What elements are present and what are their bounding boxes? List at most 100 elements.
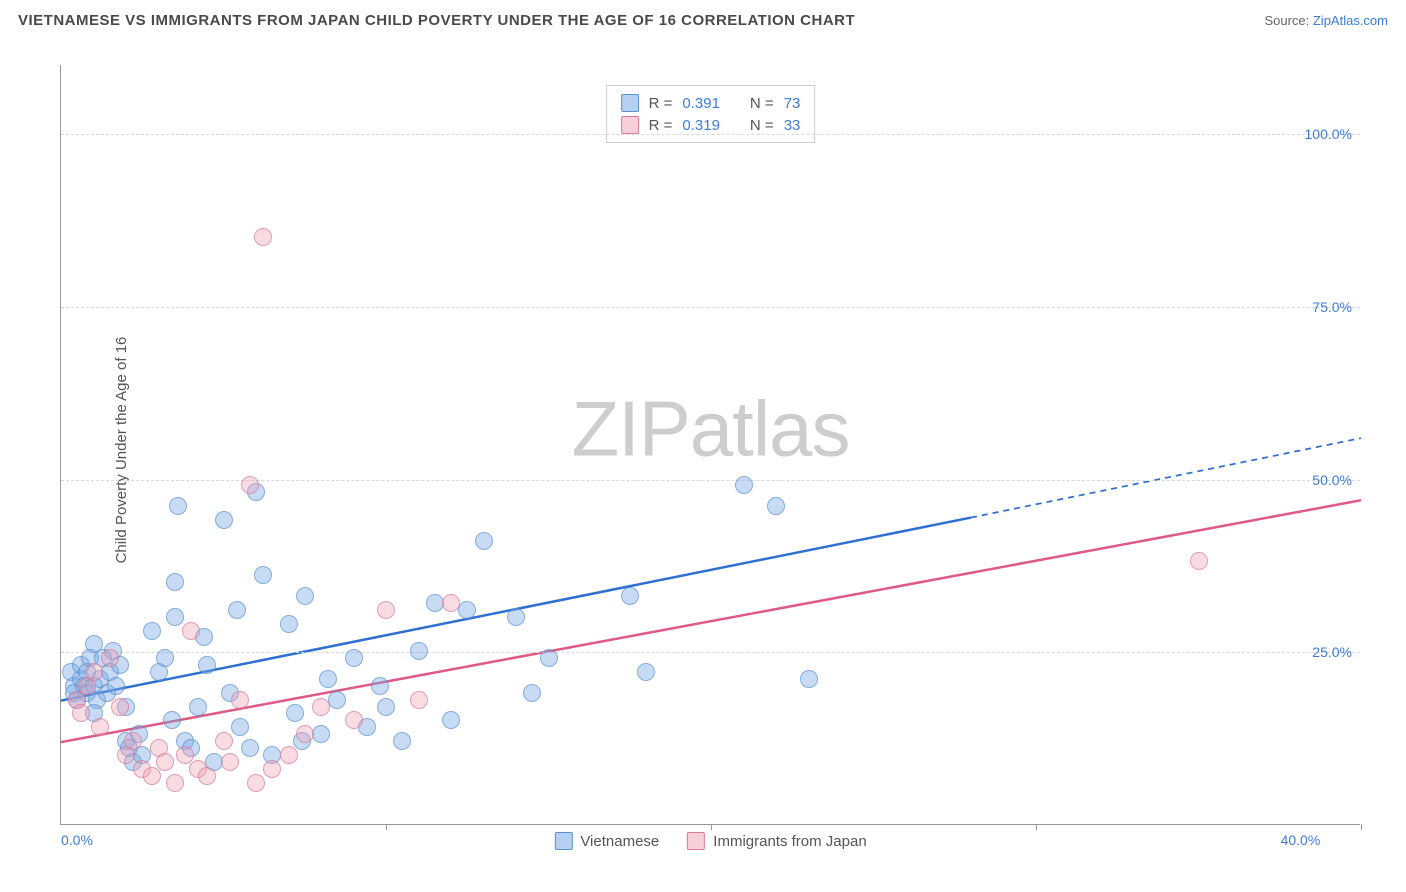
y-tick-label: 75.0% (1292, 299, 1352, 315)
n-value: 73 (784, 95, 801, 112)
data-point (231, 691, 249, 709)
y-tick-label: 100.0% (1292, 126, 1352, 142)
r-value: 0.391 (682, 95, 720, 112)
data-point (1190, 552, 1208, 570)
data-point (85, 663, 103, 681)
data-point (319, 670, 337, 688)
data-point (377, 601, 395, 619)
data-point (296, 587, 314, 605)
gridline (61, 652, 1360, 653)
data-point (247, 774, 265, 792)
r-label: R = (649, 95, 673, 112)
data-point (296, 725, 314, 743)
legend-item: Immigrants from Japan (687, 832, 866, 850)
data-point (189, 698, 207, 716)
data-point (621, 587, 639, 605)
chart-container: Child Poverty Under the Age of 16 ZIPatl… (18, 45, 1388, 855)
data-point (91, 718, 109, 736)
legend-item: Vietnamese (554, 832, 659, 850)
data-point (143, 767, 161, 785)
data-point (254, 566, 272, 584)
data-point (241, 739, 259, 757)
data-point (228, 601, 246, 619)
data-point (198, 656, 216, 674)
swatch-icon (687, 832, 705, 850)
watermark-zip: ZIP (571, 385, 689, 473)
n-label: N = (750, 117, 774, 134)
data-point (169, 497, 187, 515)
data-point (101, 649, 119, 667)
data-point (107, 677, 125, 695)
legend-label: Vietnamese (580, 833, 659, 850)
trend-lines (61, 65, 1361, 825)
gridline (61, 134, 1360, 135)
data-point (312, 725, 330, 743)
data-point (371, 677, 389, 695)
data-point (800, 670, 818, 688)
y-tick-label: 25.0% (1292, 644, 1352, 660)
data-point (410, 642, 428, 660)
data-point (286, 704, 304, 722)
x-tick-label: 0.0% (61, 832, 93, 848)
data-point (254, 228, 272, 246)
data-point (345, 649, 363, 667)
x-tickmark (386, 824, 387, 830)
data-point (198, 767, 216, 785)
data-point (111, 698, 129, 716)
swatch-icon (621, 116, 639, 134)
r-label: R = (649, 117, 673, 134)
data-point (507, 608, 525, 626)
data-point (280, 746, 298, 764)
data-point (143, 622, 161, 640)
data-point (241, 476, 259, 494)
data-point (442, 711, 460, 729)
data-point (540, 649, 558, 667)
data-point (410, 691, 428, 709)
swatch-icon (554, 832, 572, 850)
n-value: 33 (784, 117, 801, 134)
data-point (312, 698, 330, 716)
data-point (221, 753, 239, 771)
legend-label: Immigrants from Japan (713, 833, 866, 850)
stats-row: R = 0.391 N = 73 (621, 92, 801, 114)
data-point (767, 497, 785, 515)
data-point (637, 663, 655, 681)
source-link[interactable]: ZipAtlas.com (1313, 13, 1388, 28)
data-point (328, 691, 346, 709)
gridline (61, 307, 1360, 308)
source-attribution: Source: ZipAtlas.com (1264, 13, 1388, 28)
data-point (182, 622, 200, 640)
plot-area: ZIPatlas R = 0.391 N = 73 R = 0.319 N = … (60, 65, 1360, 825)
data-point (345, 711, 363, 729)
r-value: 0.319 (682, 117, 720, 134)
data-point (124, 732, 142, 750)
data-point (377, 698, 395, 716)
data-point (156, 753, 174, 771)
data-point (215, 732, 233, 750)
x-tick-label: 40.0% (1281, 832, 1321, 848)
bottom-legend: Vietnamese Immigrants from Japan (554, 832, 866, 850)
swatch-icon (621, 94, 639, 112)
data-point (263, 760, 281, 778)
watermark-atlas: atlas (690, 385, 850, 473)
data-point (166, 774, 184, 792)
data-point (393, 732, 411, 750)
stats-row: R = 0.319 N = 33 (621, 114, 801, 136)
data-point (735, 476, 753, 494)
x-tickmark (711, 824, 712, 830)
data-point (475, 532, 493, 550)
data-point (231, 718, 249, 736)
data-point (166, 608, 184, 626)
data-point (166, 573, 184, 591)
data-point (215, 511, 233, 529)
data-point (163, 711, 181, 729)
n-label: N = (750, 95, 774, 112)
y-tick-label: 50.0% (1292, 472, 1352, 488)
data-point (156, 649, 174, 667)
data-point (523, 684, 541, 702)
source-label: Source: (1264, 13, 1312, 28)
data-point (458, 601, 476, 619)
chart-title: VIETNAMESE VS IMMIGRANTS FROM JAPAN CHIL… (18, 12, 855, 29)
data-point (442, 594, 460, 612)
x-tickmark (1036, 824, 1037, 830)
